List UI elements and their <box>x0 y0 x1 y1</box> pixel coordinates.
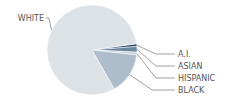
svg-text:ASIAN: ASIAN <box>178 62 202 71</box>
svg-text:BLACK: BLACK <box>178 86 205 95</box>
svg-text:WHITE: WHITE <box>18 14 44 23</box>
svg-text:HISPANIC: HISPANIC <box>178 74 216 83</box>
svg-text:A.I.: A.I. <box>178 50 191 59</box>
